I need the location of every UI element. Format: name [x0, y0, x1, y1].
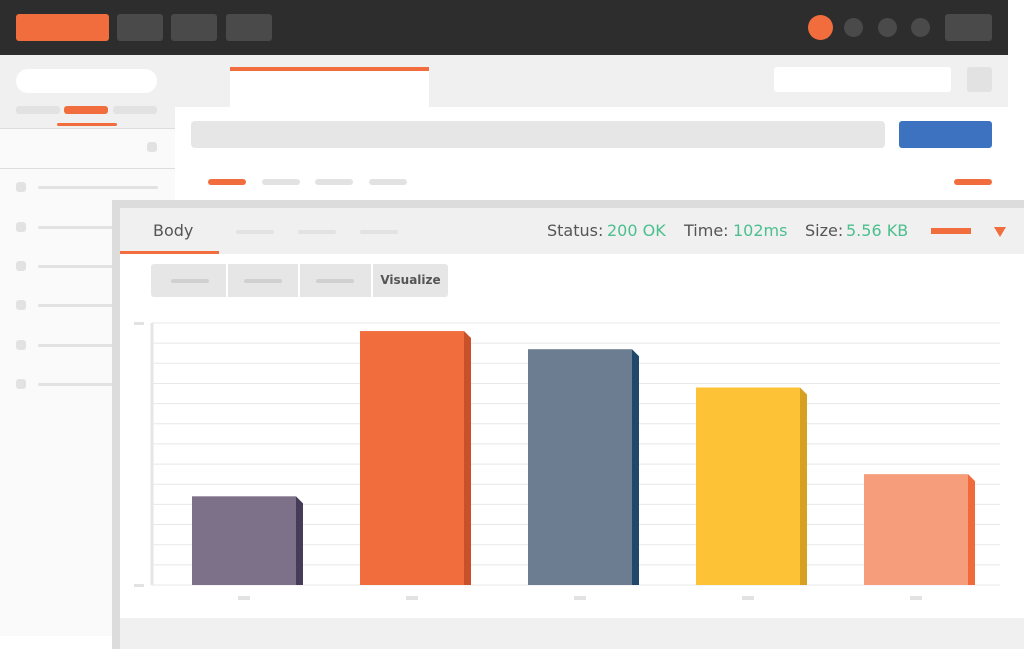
chart — [134, 322, 1000, 600]
search[interactable] — [16, 69, 157, 93]
visualize-tab[interactable]: Visualize — [380, 273, 441, 287]
button[interactable] — [226, 14, 272, 41]
tab-underline — [120, 251, 219, 254]
sidebar-list — [0, 128, 175, 408]
bar-side — [464, 331, 471, 585]
button[interactable] — [171, 14, 217, 41]
size-value: 5.56 KB — [846, 221, 909, 240]
time-value: 102ms — [733, 221, 788, 240]
y-tick — [134, 322, 144, 325]
icon[interactable] — [844, 18, 863, 37]
bar-side — [800, 387, 807, 585]
view-toggle: Visualize — [151, 264, 448, 297]
footer — [120, 618, 1024, 649]
tab-label[interactable]: Body — [153, 221, 194, 240]
bar — [696, 387, 800, 585]
status-value: 200 OK — [607, 221, 666, 240]
button[interactable] — [967, 67, 992, 92]
x-tick — [406, 596, 418, 600]
button[interactable] — [117, 14, 163, 41]
input[interactable] — [774, 67, 951, 92]
icon[interactable] — [808, 15, 833, 40]
time-label: Time: — [684, 221, 729, 240]
x-tick — [742, 596, 754, 600]
bar — [864, 474, 968, 585]
bar-side — [296, 496, 303, 585]
icon[interactable] — [911, 18, 930, 37]
size-label: Size: — [805, 221, 844, 240]
x-tick — [238, 596, 250, 600]
top-bar — [0, 0, 1008, 55]
bar — [360, 331, 464, 585]
tab[interactable] — [230, 67, 429, 111]
x-tick — [574, 596, 586, 600]
button[interactable] — [16, 14, 109, 41]
y-tick — [134, 584, 144, 587]
bar — [528, 349, 632, 585]
bar-side — [968, 474, 975, 585]
bar-side — [632, 349, 639, 585]
button[interactable] — [945, 14, 992, 41]
x-tick — [910, 596, 922, 600]
status-label: Status: — [547, 221, 604, 240]
bar — [192, 496, 296, 585]
dropdown-arrow[interactable] — [994, 227, 1006, 237]
icon[interactable] — [878, 18, 897, 37]
indicator — [931, 228, 971, 234]
url-input[interactable] — [191, 121, 885, 148]
send-button[interactable] — [899, 121, 992, 148]
